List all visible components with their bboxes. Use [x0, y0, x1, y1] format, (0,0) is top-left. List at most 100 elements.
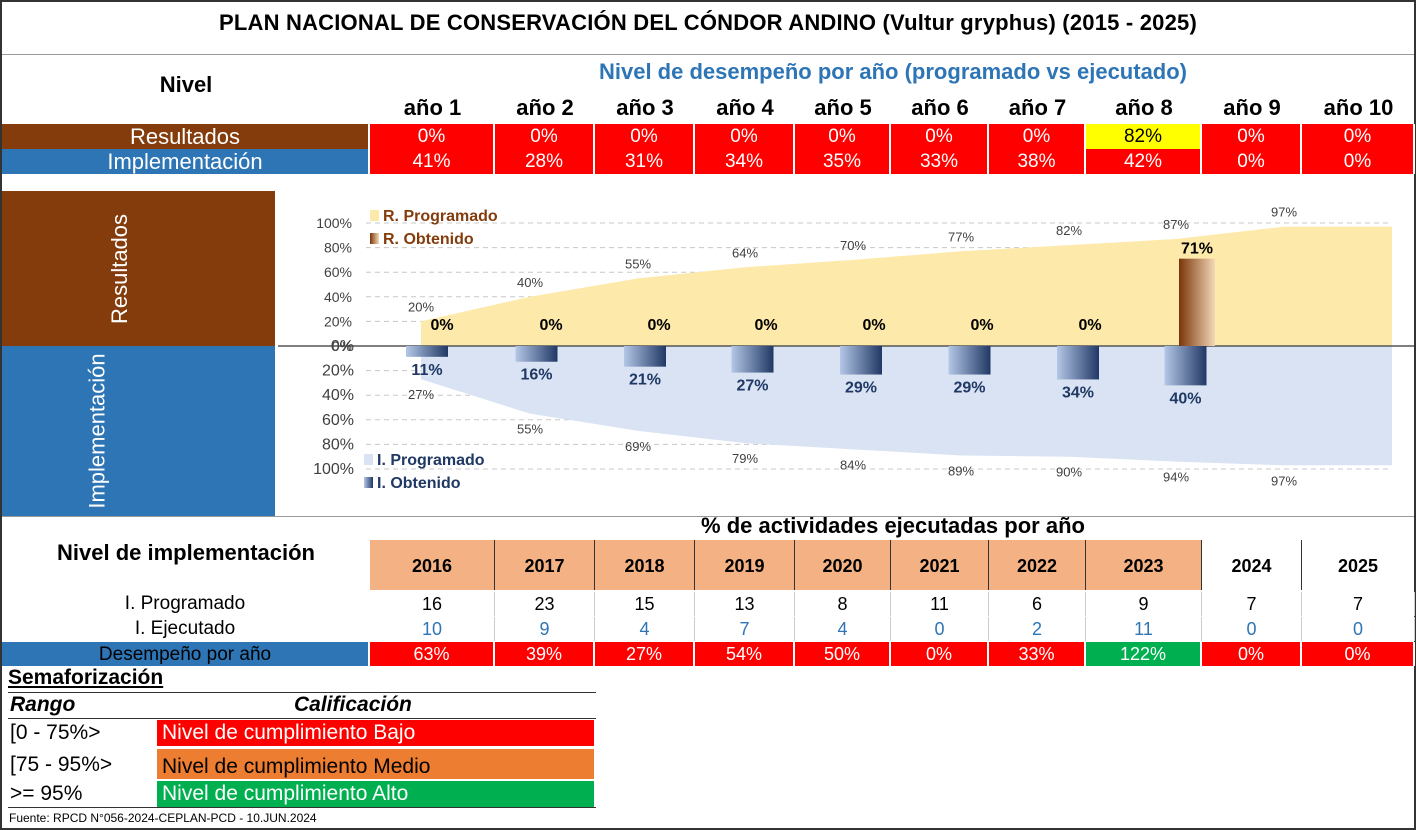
ejecutado-row-label: I. Ejecutado: [134, 618, 236, 639]
r-obtenido-bar: [1179, 258, 1215, 346]
year-header-cell: año 6: [911, 95, 969, 120]
r-obtenido-label: 0%: [539, 317, 562, 334]
i-programado-label: 90%: [1056, 465, 1082, 480]
desempeno-cell: 0%: [1302, 642, 1415, 666]
y-tick-label: 0%: [331, 338, 354, 355]
year-header-cell: año 8: [1115, 95, 1173, 120]
programado-cell: 16: [370, 592, 495, 616]
resultados-cell: 0%: [595, 124, 695, 149]
i-programado-area: [421, 346, 1392, 466]
i-obtenido-bar: [624, 346, 666, 367]
r-obtenido-label: 0%: [754, 317, 777, 334]
rango-alto: >= 95%: [10, 782, 83, 805]
i-programado-label: 79%: [732, 451, 758, 466]
desempeno-row-label: Desempeño por año: [2, 642, 368, 666]
activity-year-cell: 2020: [795, 540, 891, 590]
year-header-cell: año 10: [1323, 95, 1394, 120]
y-tick-label: 80%: [322, 436, 354, 453]
y-tick-label: 60%: [324, 264, 352, 280]
r-programado-label: 70%: [840, 238, 866, 253]
year-header-cell: año 1: [403, 95, 462, 120]
legend-swatch: [370, 210, 379, 221]
i-obtenido-bar: [840, 346, 882, 375]
i-obtenido-label: 29%: [845, 380, 877, 397]
ejecutado-cell: 10: [370, 617, 495, 641]
ejecutado-cell: 0: [1202, 617, 1302, 641]
i-obtenido-label: 16%: [520, 367, 552, 384]
divider: [2, 54, 1414, 55]
nivel-implementacion-header: Nivel de implementación: [57, 540, 315, 565]
implementacion-cell: 35%: [795, 149, 891, 174]
performance-chart: 100% 80% 60% 40% 20% 0% 0% 20% 40% 60% 80% 100% 20% 4…: [278, 205, 1414, 492]
ejecutado-cell: 11: [1086, 617, 1202, 641]
r-programado-label: 87%: [1163, 217, 1189, 232]
implementacion-cell: 0%: [1202, 149, 1302, 174]
y-tick-label: 40%: [324, 289, 352, 305]
r-programado-area: [421, 226, 1392, 346]
i-programado-label: 89%: [948, 463, 974, 478]
resultados-cell: 0%: [989, 124, 1086, 149]
ejecutado-cell: 9: [495, 617, 595, 641]
desempeno-cell: 27%: [595, 642, 695, 666]
resultados-cell: 0%: [695, 124, 795, 149]
implementacion-cell: 38%: [989, 149, 1086, 174]
calificacion-header: Calificación: [294, 693, 412, 716]
i-obtenido-bar: [515, 346, 558, 362]
divider: [2, 516, 1414, 517]
resultados-cell: 0%: [891, 124, 989, 149]
i-obtenido-label: 27%: [736, 378, 768, 395]
nivel-header: Nivel: [159, 72, 213, 97]
ejecutado-cell: 0: [891, 617, 989, 641]
i-programado-label: 97%: [1271, 473, 1297, 488]
i-programado-label: 55%: [517, 422, 543, 437]
implementacion-cell: 0%: [1302, 149, 1415, 174]
activity-year-cell: 2018: [595, 540, 695, 590]
desempeno-cell: 0%: [1202, 642, 1302, 666]
r-programado-label: 40%: [517, 275, 543, 290]
ejecutado-cell: 0: [1302, 617, 1415, 641]
desempeno-cell: 54%: [695, 642, 795, 666]
legend-swatch: [364, 454, 373, 465]
i-programado-label: 84%: [840, 457, 866, 472]
i-obtenido-bar: [406, 346, 448, 357]
nivel-bajo: Nivel de cumplimiento Bajo: [157, 720, 594, 746]
legend-i-obtenido: I. Obtenido: [377, 475, 461, 492]
ejecutado-cell: 4: [595, 617, 695, 641]
r-programado-label: 64%: [732, 245, 758, 260]
year-header-cell: año 3: [616, 95, 674, 120]
divider: [8, 718, 596, 719]
desempeno-cell: 50%: [795, 642, 891, 666]
r-programado-label: 82%: [1056, 223, 1082, 238]
year-header-cell: año 7: [1008, 95, 1067, 120]
i-programado-label: 27%: [408, 387, 434, 402]
r-obtenido-label: 0%: [430, 317, 453, 334]
activity-year-cell: 2025: [1302, 540, 1415, 590]
implementacion-side-panel: Implementación: [2, 346, 275, 516]
i-obtenido-label: 21%: [629, 372, 661, 389]
i-obtenido-bar: [948, 346, 991, 375]
resultados-cell: 0%: [370, 124, 495, 149]
implementacion-cell: 41%: [370, 149, 495, 174]
activity-year-cell: 2016: [370, 540, 495, 590]
implementacion-side-label: Implementación: [84, 353, 110, 509]
implementacion-row-label: Implementación: [2, 149, 368, 174]
rango-medio: [75 - 95%>: [10, 753, 113, 776]
performance-header: Nivel de desempeño por año (programado v…: [598, 59, 1188, 84]
activities-header: % de actividades ejecutadas por año: [701, 513, 1085, 538]
year-header-cell: año 5: [814, 95, 872, 120]
programado-cell: 7: [1302, 592, 1415, 616]
i-obtenido-label: 40%: [1169, 390, 1201, 407]
resultados-cell: 0%: [1302, 124, 1415, 149]
resultados-cell: 82%: [1086, 124, 1202, 149]
implementacion-cell: 33%: [891, 149, 989, 174]
activity-year-cell: 2022: [989, 540, 1086, 590]
legend-swatch: [364, 477, 373, 488]
programado-cell: 13: [695, 592, 795, 616]
i-obtenido-bar: [1057, 346, 1099, 380]
desempeno-cell: 122%: [1086, 642, 1202, 666]
ejecutado-cell: 2: [989, 617, 1086, 641]
resultados-row-label: Resultados: [2, 124, 368, 149]
y-tick-label: 80%: [324, 240, 352, 256]
resultados-side-label: Resultados: [107, 213, 133, 325]
nivel-alto: Nivel de cumplimiento Alto: [157, 781, 594, 807]
